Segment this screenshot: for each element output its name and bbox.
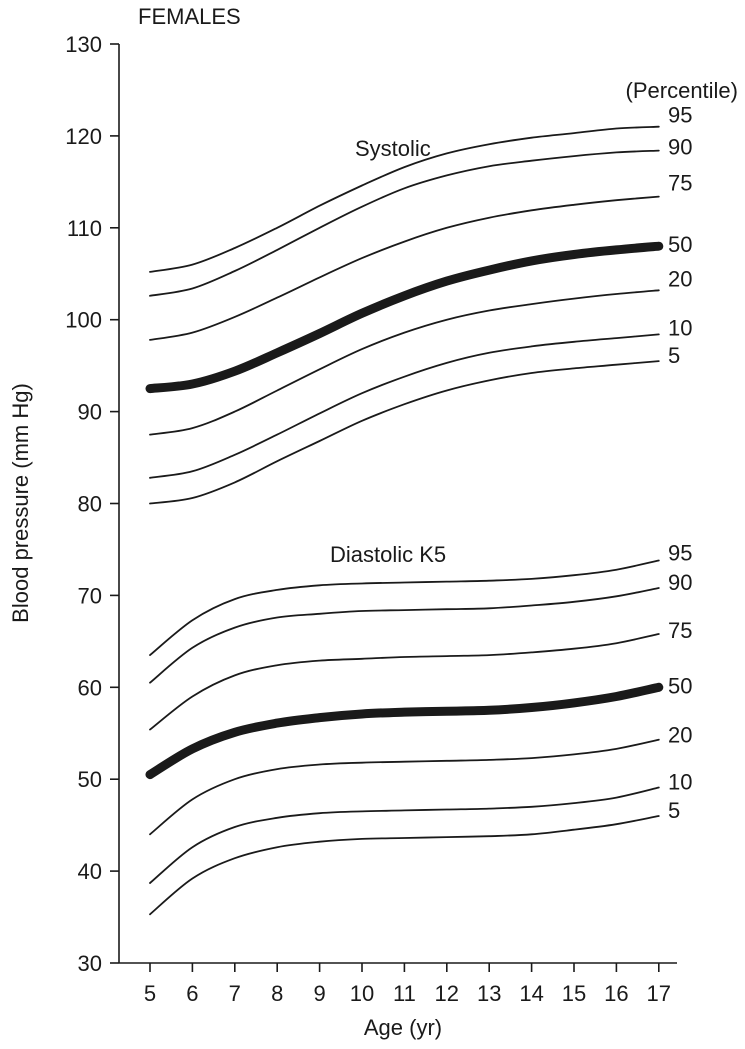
- systolic-p50-label: 50: [668, 232, 692, 257]
- diastolic-p95-label: 95: [668, 540, 692, 565]
- y-tick-label: 100: [65, 308, 102, 333]
- legend-title: (Percentile): [626, 78, 738, 103]
- systolic-p95-label: 95: [668, 103, 692, 128]
- x-tick-label: 12: [435, 981, 459, 1006]
- labels: Systolic 95 90 75 50 20 10 5 Diastolic K5 95 90 75 5…: [330, 103, 692, 823]
- y-tick-label: 130: [65, 32, 102, 57]
- systolic-p10-label: 10: [668, 315, 692, 340]
- diastolic-p20-label: 20: [668, 723, 692, 748]
- y-tick-label: 120: [65, 124, 102, 149]
- y-tick-label: 70: [78, 583, 102, 608]
- systolic-p20-label: 20: [668, 266, 692, 291]
- systolic-p90-label: 90: [668, 135, 692, 160]
- y-tick-label: 50: [78, 767, 102, 792]
- systolic-p75-label: 75: [668, 171, 692, 196]
- y-tick-label: 40: [78, 859, 102, 884]
- x-tick-label: 11: [393, 981, 416, 1006]
- x-tick-label: 8: [271, 981, 283, 1006]
- y-tick-label: 60: [78, 675, 102, 700]
- diastolic-p90-line: [149, 587, 660, 684]
- curves: [145, 125, 664, 916]
- diastolic-p95-line: [149, 559, 660, 656]
- diastolic-label: Diastolic K5: [330, 542, 446, 567]
- systolic-p20-line: [149, 289, 660, 436]
- diastolic-p90-label: 90: [668, 570, 692, 595]
- x-tick-label: 10: [350, 981, 374, 1006]
- diastolic-p75-label: 75: [668, 618, 692, 643]
- diastolic-p50-label: 50: [668, 673, 692, 698]
- systolic-p90-line: [149, 149, 660, 297]
- y-tick-label: 90: [78, 400, 102, 425]
- x-tick-label: 5: [144, 981, 156, 1006]
- systolic-p10-line: [149, 333, 660, 479]
- y-tick-label: 30: [78, 951, 102, 976]
- x-tick-label: 13: [477, 981, 501, 1006]
- x-tick-label: 15: [562, 981, 586, 1006]
- systolic-p5-line: [149, 360, 660, 505]
- diastolic-p5-label: 5: [668, 798, 680, 823]
- diastolic-p5-line: [149, 815, 660, 916]
- axes: [118, 44, 677, 964]
- x-tick-label: 16: [604, 981, 628, 1006]
- diastolic-p10-label: 10: [668, 769, 692, 794]
- systolic-label: Systolic: [355, 136, 431, 161]
- x-tick-label: 17: [647, 981, 671, 1006]
- diastolic-p10-line: [149, 786, 660, 884]
- x-axis-title: Age (yr): [364, 1015, 442, 1040]
- diastolic-p75-line: [149, 633, 660, 731]
- diastolic-p20-line: [149, 738, 660, 836]
- y-axis-title: Blood pressure (mm Hg): [8, 383, 33, 623]
- ticks: 30 40 50 60 70 80 90 100 110 120 130 5 6 7 8 9 10 11 12 13 1…: [65, 32, 671, 1006]
- systolic-p95-line: [149, 125, 660, 273]
- systolic-p50-line: [145, 241, 664, 394]
- diastolic-p50-line: [145, 682, 664, 780]
- y-tick-label: 80: [78, 492, 102, 517]
- x-tick-label: 9: [313, 981, 325, 1006]
- chart-title: FEMALES: [138, 4, 241, 29]
- x-tick-label: 7: [229, 981, 241, 1006]
- y-tick-label: 110: [67, 216, 102, 241]
- systolic-p5-label: 5: [668, 343, 680, 368]
- systolic-p75-line: [149, 195, 660, 341]
- x-tick-label: 6: [186, 981, 198, 1006]
- x-tick-label: 14: [519, 981, 543, 1006]
